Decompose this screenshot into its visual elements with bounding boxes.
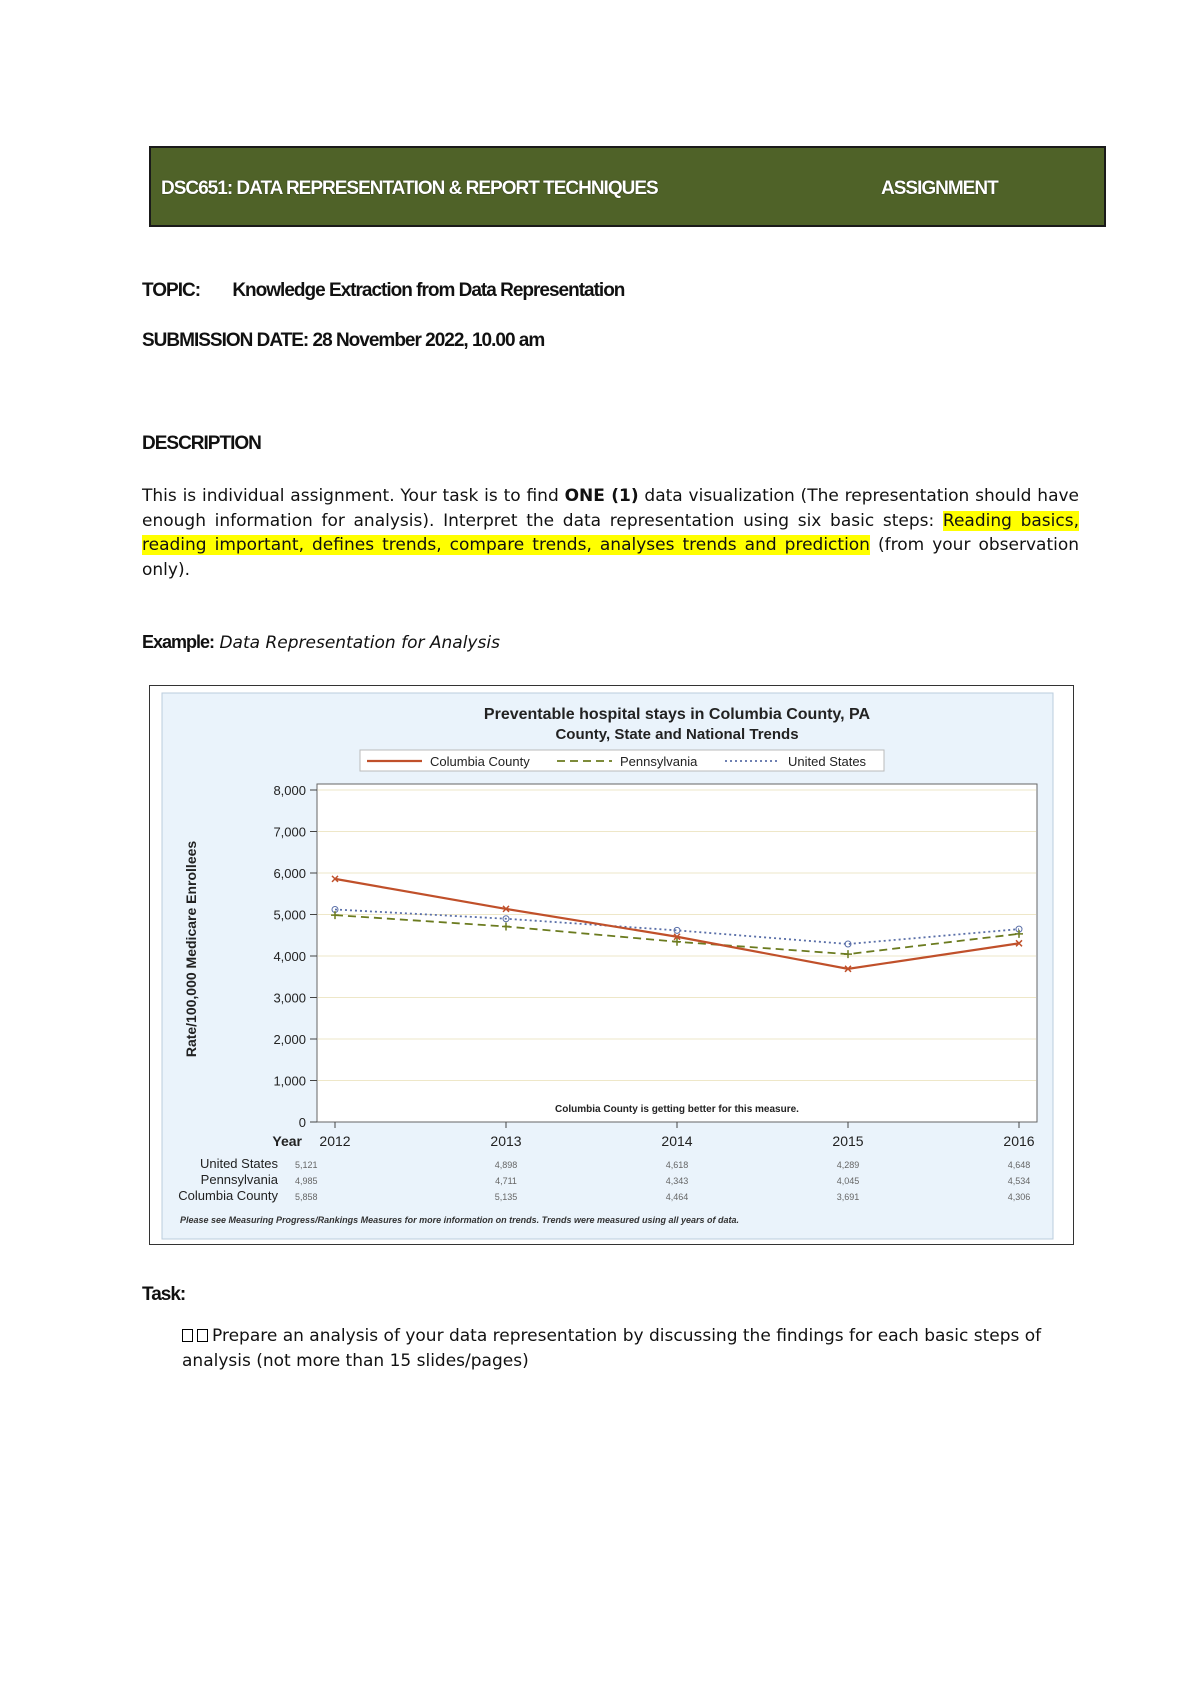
data-point xyxy=(673,933,681,941)
y-axis-label: Rate/100,000 Medicare Enrollees xyxy=(183,841,199,1058)
table-cell: 4,648 xyxy=(1008,1160,1031,1170)
y-tick-label: 4,000 xyxy=(273,949,306,964)
data-point xyxy=(673,937,681,946)
data-point xyxy=(1015,929,1023,938)
y-tick-label: 6,000 xyxy=(273,866,306,881)
legend-label: Columbia County xyxy=(430,754,530,769)
table-cell: 4,985 xyxy=(295,1176,318,1186)
bullet-icon xyxy=(182,1326,212,1346)
document-type: ASSIGNMENT xyxy=(881,178,999,199)
x-tick-label: 2013 xyxy=(490,1133,521,1149)
table-cell: 3,691 xyxy=(837,1192,860,1202)
y-tick-label: 2,000 xyxy=(273,1032,306,1047)
y-tick-label: 5,000 xyxy=(273,908,306,923)
example-value: Data Representation for Analysis xyxy=(219,633,500,653)
data-point xyxy=(1015,939,1023,947)
table-row-label: United States xyxy=(200,1156,279,1171)
chart-subtitle: County, State and National Trends xyxy=(555,726,798,743)
table-row-label: Pennsylvania xyxy=(201,1172,279,1187)
table-row-label: Columbia County xyxy=(178,1188,278,1203)
desc-text-1: This is individual assignment. Your task… xyxy=(142,486,565,506)
series-line-united-states xyxy=(334,908,1020,945)
table-cell: 5,858 xyxy=(295,1192,318,1202)
table-cell: 4,618 xyxy=(666,1160,689,1170)
course-title: DSC651: DATA REPRESENTATION & REPORT TEC… xyxy=(161,178,659,199)
y-tick-label: 3,000 xyxy=(273,991,306,1006)
data-point xyxy=(844,965,852,973)
y-tick-label: 7,000 xyxy=(273,825,306,840)
course-header-banner: DSC651: DATA REPRESENTATION & REPORT TEC… xyxy=(149,146,1106,227)
example-line: Example: Data Representation for Analysi… xyxy=(142,632,500,653)
table-cell: 4,045 xyxy=(837,1176,860,1186)
submission-value: 28 November 2022, 10.00 am xyxy=(312,330,546,351)
table-cell: 4,898 xyxy=(495,1160,518,1170)
description-heading: DESCRIPTION xyxy=(142,433,262,454)
table-cell: 4,464 xyxy=(666,1192,689,1202)
description-paragraph: This is individual assignment. Your task… xyxy=(142,484,1079,582)
table-cell: 5,121 xyxy=(295,1160,318,1170)
data-point xyxy=(502,915,510,923)
y-tick-label: 8,000 xyxy=(273,783,306,798)
desc-bold: ONE (1) xyxy=(564,486,639,506)
topic-label: TOPIC: xyxy=(142,280,201,301)
table-cell: 4,711 xyxy=(495,1176,517,1186)
legend-label: Pennsylvania xyxy=(620,754,698,769)
x-tick-label: 2014 xyxy=(661,1133,692,1149)
data-point xyxy=(844,950,852,959)
chart-footnote: Please see Measuring Progress/Rankings M… xyxy=(180,1215,739,1225)
table-cell: 4,534 xyxy=(1008,1176,1031,1186)
table-cell: 4,306 xyxy=(1008,1192,1031,1202)
task-list-item: Prepare an analysis of your data represe… xyxy=(182,1324,1062,1374)
desc-text-2: data visualization (The representation s… xyxy=(142,486,1080,531)
data-point xyxy=(502,922,510,931)
desc-text-3: (from your observation only). xyxy=(142,535,1080,580)
plot-area xyxy=(316,783,1038,1123)
data-point xyxy=(331,875,339,883)
chart-annotation: Columbia County is getting better for th… xyxy=(555,1104,799,1115)
data-point xyxy=(844,940,852,948)
y-tick-label: 1,000 xyxy=(273,1074,306,1089)
chart-title: Preventable hospital stays in Columbia C… xyxy=(484,706,871,723)
x-tick-label: 2012 xyxy=(319,1133,350,1149)
example-label: Example: xyxy=(142,632,215,652)
topic-value: Knowledge Extraction from Data Represent… xyxy=(232,280,625,301)
submission-label: SUBMISSION DATE: xyxy=(142,330,309,351)
x-axis-label: Year xyxy=(272,1133,302,1149)
submission-line: SUBMISSION DATE: 28 November 2022, 10.00… xyxy=(142,330,546,352)
legend-label: United States xyxy=(788,754,867,769)
data-point xyxy=(502,905,510,913)
data-point xyxy=(673,926,681,934)
x-tick-label: 2016 xyxy=(1003,1133,1034,1149)
task-text: Prepare an analysis of your data represe… xyxy=(182,1326,1042,1371)
table-cell: 5,135 xyxy=(495,1192,518,1202)
data-point xyxy=(331,911,339,920)
chart-figure: Preventable hospital stays in Columbia C… xyxy=(149,685,1074,1245)
task-heading: Task: xyxy=(142,1284,186,1305)
y-tick-label: 0 xyxy=(299,1115,306,1130)
table-cell: 4,289 xyxy=(837,1160,860,1170)
line-chart: Preventable hospital stays in Columbia C… xyxy=(161,692,1054,1240)
legend-box xyxy=(359,749,885,772)
x-tick-label: 2015 xyxy=(832,1133,863,1149)
table-cell: 4,343 xyxy=(666,1176,689,1186)
topic-line: TOPIC: Knowledge Extraction from Data Re… xyxy=(142,280,625,302)
